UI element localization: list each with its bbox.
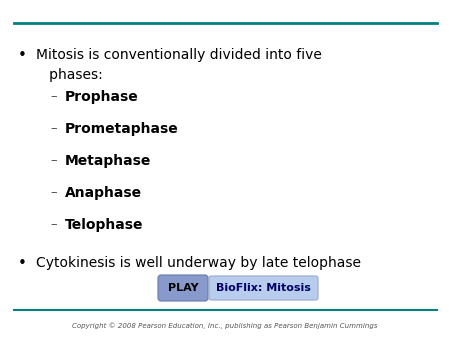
Text: Metaphase: Metaphase bbox=[65, 154, 151, 168]
Text: Mitosis is conventionally divided into five
   phases:: Mitosis is conventionally divided into f… bbox=[36, 48, 322, 81]
Text: –: – bbox=[50, 218, 57, 231]
FancyBboxPatch shape bbox=[209, 276, 318, 300]
Text: •: • bbox=[18, 48, 27, 63]
Text: PLAY: PLAY bbox=[168, 283, 198, 293]
Text: –: – bbox=[50, 90, 57, 103]
Text: Anaphase: Anaphase bbox=[65, 186, 142, 200]
Text: Cytokinesis is well underway by late telophase: Cytokinesis is well underway by late tel… bbox=[36, 256, 361, 270]
Text: Telophase: Telophase bbox=[65, 218, 144, 232]
Text: –: – bbox=[50, 186, 57, 199]
Text: BioFlix: Mitosis: BioFlix: Mitosis bbox=[216, 283, 311, 293]
FancyBboxPatch shape bbox=[158, 275, 208, 301]
Text: •: • bbox=[18, 256, 27, 271]
Text: Copyright © 2008 Pearson Education, Inc., publishing as Pearson Benjamin Cumming: Copyright © 2008 Pearson Education, Inc.… bbox=[72, 323, 378, 329]
Text: Prometaphase: Prometaphase bbox=[65, 122, 179, 136]
Text: –: – bbox=[50, 154, 57, 167]
Text: Prophase: Prophase bbox=[65, 90, 139, 104]
Text: –: – bbox=[50, 122, 57, 135]
